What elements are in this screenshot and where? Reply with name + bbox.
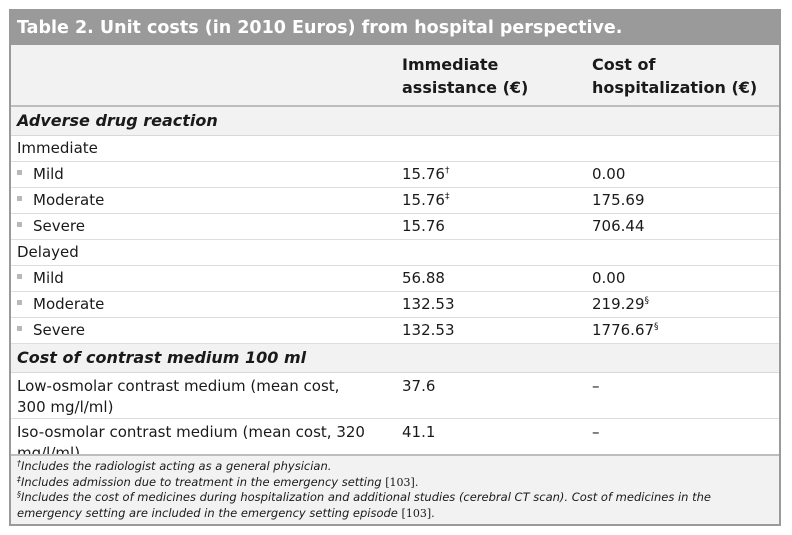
footnote: §Includes the cost of medicines during h… [17, 490, 773, 521]
row-label: Mild [17, 266, 64, 291]
reference-link[interactable]: [103]. [401, 506, 435, 520]
column-header-row: Immediate assistance (€) Cost of hospita… [11, 45, 779, 107]
footnote-mark: ‡ [17, 474, 21, 484]
cell-value: 132.53 [402, 295, 455, 313]
cell-immediate-assistance: 132.53 [402, 318, 455, 343]
row-label-text: Mild [33, 269, 64, 287]
footnote-mark: § [644, 296, 650, 306]
cell-hospitalization: 175.69 [592, 188, 645, 213]
footnote-mark: § [17, 490, 21, 499]
row-label-text: Severe [33, 321, 85, 339]
row-label: Severe [17, 318, 85, 343]
row-label-text: Moderate [33, 191, 105, 209]
cell-hospitalization: 0.00 [592, 266, 625, 291]
footnotes: †Includes the radiologist acting as a ge… [11, 454, 779, 524]
cell-value: 0.00 [592, 165, 626, 183]
column-header-line: hospitalization (€) [592, 78, 758, 97]
cell-value: 15.76 [402, 217, 445, 235]
row-label-text: Severe [33, 217, 85, 235]
row-label: Moderate [17, 292, 104, 317]
column-header-immediate-assistance: Immediate assistance (€) [402, 53, 528, 99]
immediate-rows: Mild 15.76† 0.00 Moderate 15.76‡ 175.69 Severe… [11, 162, 779, 240]
group-label-delayed: Delayed [17, 243, 79, 261]
delayed-rows: Mild 56.88 0.00 Moderate 132.53 219.29§ Severe… [11, 266, 779, 344]
footnote-text: Includes the radiologist acting as a gen… [21, 459, 332, 473]
row-label: Mild [17, 162, 64, 187]
table-row: Severe 15.76 706.44 [11, 214, 779, 240]
group-label-row: Immediate [11, 136, 779, 162]
section-heading-adverse-drug-reaction: Adverse drug reaction [11, 107, 779, 136]
table-row: Mild 15.76† 0.00 [11, 162, 779, 188]
cell-hospitalization: 0.00 [592, 162, 625, 187]
bullet-icon [17, 300, 22, 305]
footnote-mark: ‡ [444, 192, 450, 202]
footnote-text: Includes admission due to treatment in t… [21, 474, 386, 489]
footnote-mark: † [17, 459, 21, 468]
section-heading-contrast-medium: Cost of contrast medium 100 ml [11, 344, 779, 373]
cell-value: 132.53 [402, 321, 455, 339]
group-label-row: Delayed [11, 240, 779, 266]
cell-hospitalization: – [592, 423, 600, 441]
cell-value: 15.76 [402, 191, 445, 209]
bullet-icon [17, 274, 22, 279]
cell-hospitalization: 706.44 [592, 214, 645, 239]
table-row: Moderate 15.76‡ 175.69 [11, 188, 779, 214]
cell-value: 0.00 [592, 269, 626, 287]
cell-immediate-assistance: 15.76† [402, 162, 449, 187]
cell-immediate-assistance: 37.6 [402, 377, 436, 395]
table-title: Table 2. Unit costs (in 2010 Euros) from… [11, 11, 779, 45]
bullet-icon [17, 222, 22, 227]
cell-immediate-assistance: 15.76‡ [402, 188, 449, 213]
footnote-mark: † [444, 166, 450, 176]
reference-link[interactable]: [103]. [385, 475, 419, 489]
cell-hospitalization: – [592, 377, 600, 395]
footnote-text: Includes the cost of medicines during ho… [17, 490, 711, 520]
column-header-line: Cost of [592, 55, 656, 74]
bullet-icon [17, 326, 22, 331]
table-frame: Table 2. Unit costs (in 2010 Euros) from… [9, 9, 781, 526]
cell-hospitalization: 1776.67§ [592, 318, 659, 343]
bullet-icon [17, 170, 22, 175]
cell-immediate-assistance: 15.76 [402, 214, 445, 239]
cell-immediate-assistance: 41.1 [402, 423, 436, 441]
table-row: Low-osmolar contrast medium (mean cost, … [11, 373, 779, 419]
group-label-immediate: Immediate [17, 139, 98, 157]
footnote-mark: § [654, 322, 659, 332]
cell-value: 175.69 [592, 191, 645, 209]
cell-value: 15.76 [402, 165, 445, 183]
footnote: †Includes the radiologist acting as a ge… [17, 459, 773, 475]
column-header-line: Immediate [402, 55, 499, 74]
table-row: Severe 132.53 1776.67§ [11, 318, 779, 344]
table-row: Moderate 132.53 219.29§ [11, 292, 779, 318]
cell-value: 219.29 [592, 295, 645, 313]
cell-hospitalization: 219.29§ [592, 292, 649, 317]
row-label-text: Mild [33, 165, 64, 183]
row-label: Low-osmolar contrast medium (mean cost, … [17, 377, 340, 416]
row-label: Moderate [17, 188, 104, 213]
cell-immediate-assistance: 56.88 [402, 266, 445, 291]
bullet-icon [17, 196, 22, 201]
cell-value: 706.44 [592, 217, 645, 235]
table-row: Mild 56.88 0.00 [11, 266, 779, 292]
row-label: Severe [17, 214, 85, 239]
row-label-text: Moderate [33, 295, 105, 313]
contrast-rows: Low-osmolar contrast medium (mean cost, … [11, 373, 779, 465]
cell-value: 1776.67 [592, 321, 655, 339]
column-header-line: assistance (€) [402, 78, 529, 97]
footnote: ‡Includes admission due to treatment in … [17, 475, 773, 491]
column-header-hospitalization: Cost of hospitalization (€) [592, 53, 757, 99]
cell-immediate-assistance: 132.53 [402, 292, 455, 317]
cell-value: 56.88 [402, 269, 445, 287]
